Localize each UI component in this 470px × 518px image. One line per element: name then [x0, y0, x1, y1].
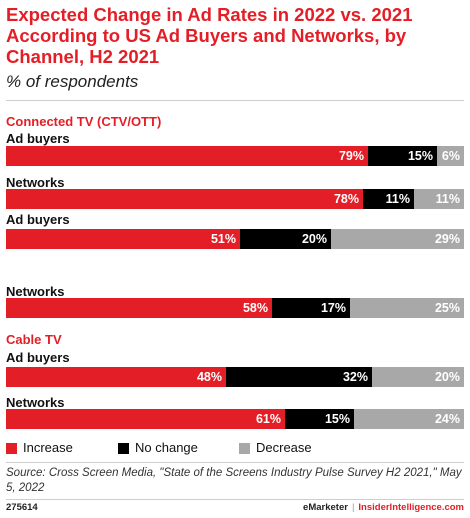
bar-2-1: 61% 15% 24%: [6, 409, 464, 429]
bar-2-0: 48% 32% 20%: [6, 367, 464, 387]
data-label-increase: 78%: [333, 192, 359, 206]
chart-subtitle: % of respondents: [6, 72, 139, 91]
data-label-increase: 61%: [255, 412, 281, 426]
legend-swatch-decrease: [239, 443, 250, 454]
data-label-decrease: 20%: [434, 370, 460, 384]
bar-segment-increase: 48%: [6, 367, 226, 387]
data-label-no-change: 15%: [407, 149, 433, 163]
bar-segment-no-change: 15%: [285, 409, 354, 429]
bar-0-1: 78% 11% 11%: [6, 189, 464, 209]
footer-divider-top: [6, 462, 464, 463]
bar-segment-increase: 79%: [6, 146, 368, 166]
bar-segment-increase: 58%: [6, 298, 272, 318]
data-label-decrease: 6%: [441, 149, 460, 163]
data-label-increase: 51%: [210, 232, 236, 246]
legend-swatch-increase: [6, 443, 17, 454]
footer-brand: eMarketer | InsiderIntelligence.com: [303, 502, 464, 513]
source-note: Source: Cross Screen Media, "State of th…: [6, 467, 462, 494]
data-label-no-change: 17%: [320, 301, 346, 315]
data-label-no-change: 11%: [385, 192, 410, 206]
data-label-no-change: 20%: [301, 232, 327, 246]
bar-segment-decrease: 29%: [331, 229, 464, 249]
bar-segment-increase: 78%: [6, 189, 363, 209]
bar-segment-decrease: 20%: [372, 367, 464, 387]
group-title-2: Cable TV: [6, 332, 62, 347]
legend-swatch-no-change: [118, 443, 129, 454]
data-label-decrease: 29%: [434, 232, 460, 246]
data-label-increase: 79%: [338, 149, 364, 163]
data-label-increase: 58%: [242, 301, 268, 315]
brand-emarketer: eMarketer: [303, 502, 348, 513]
brand-insider-intelligence: InsiderIntelligence.com: [358, 502, 464, 513]
data-label-increase: 48%: [196, 370, 222, 384]
bar-segment-decrease: 11%: [414, 189, 464, 209]
row-label-2-1: Networks: [6, 395, 65, 410]
row-label-0-0: Ad buyers: [6, 131, 70, 146]
title-divider: [6, 100, 464, 101]
row-label-0-1: Networks: [6, 175, 65, 190]
bar-segment-no-change: 20%: [240, 229, 331, 249]
row-label-2-0: Ad buyers: [6, 350, 70, 365]
brand-separator: |: [351, 502, 355, 513]
bar-segment-decrease: 24%: [354, 409, 464, 429]
legend-label-no-change: No change: [135, 440, 198, 455]
data-label-decrease: 24%: [434, 412, 460, 426]
bar-segment-no-change: 17%: [272, 298, 350, 318]
bar-segment-increase: 61%: [6, 409, 285, 429]
bar-1-0: 51% 20% 29%: [6, 229, 464, 249]
group-title-1: Broadcast TV: [6, 194, 90, 209]
bar-1-1: 58% 17% 25%: [6, 298, 464, 318]
bar-segment-decrease: 6%: [437, 146, 464, 166]
legend-label-increase: Increase: [23, 440, 73, 455]
bar-segment-no-change: 32%: [226, 367, 372, 387]
bar-segment-no-change: 11%: [363, 189, 414, 209]
group-title-0: Connected TV (CTV/OTT): [6, 114, 162, 129]
data-label-decrease: 11%: [435, 192, 460, 206]
legend-label-decrease: Decrease: [256, 440, 312, 455]
data-label-no-change: 32%: [342, 370, 368, 384]
data-label-decrease: 25%: [434, 301, 460, 315]
chart-title: Expected Change in Ad Rates in 2022 vs. …: [6, 4, 413, 67]
data-label-no-change: 15%: [324, 412, 350, 426]
bar-segment-no-change: 15%: [368, 146, 437, 166]
row-label-1-0: Ad buyers: [6, 212, 70, 227]
row-label-1-1: Networks: [6, 284, 65, 299]
chart-id: 275614: [6, 502, 38, 513]
bar-0-0: 79% 15% 6%: [6, 146, 464, 166]
bar-segment-increase: 51%: [6, 229, 240, 249]
footer-divider-bottom: [6, 499, 464, 500]
bar-segment-decrease: 25%: [350, 298, 464, 318]
